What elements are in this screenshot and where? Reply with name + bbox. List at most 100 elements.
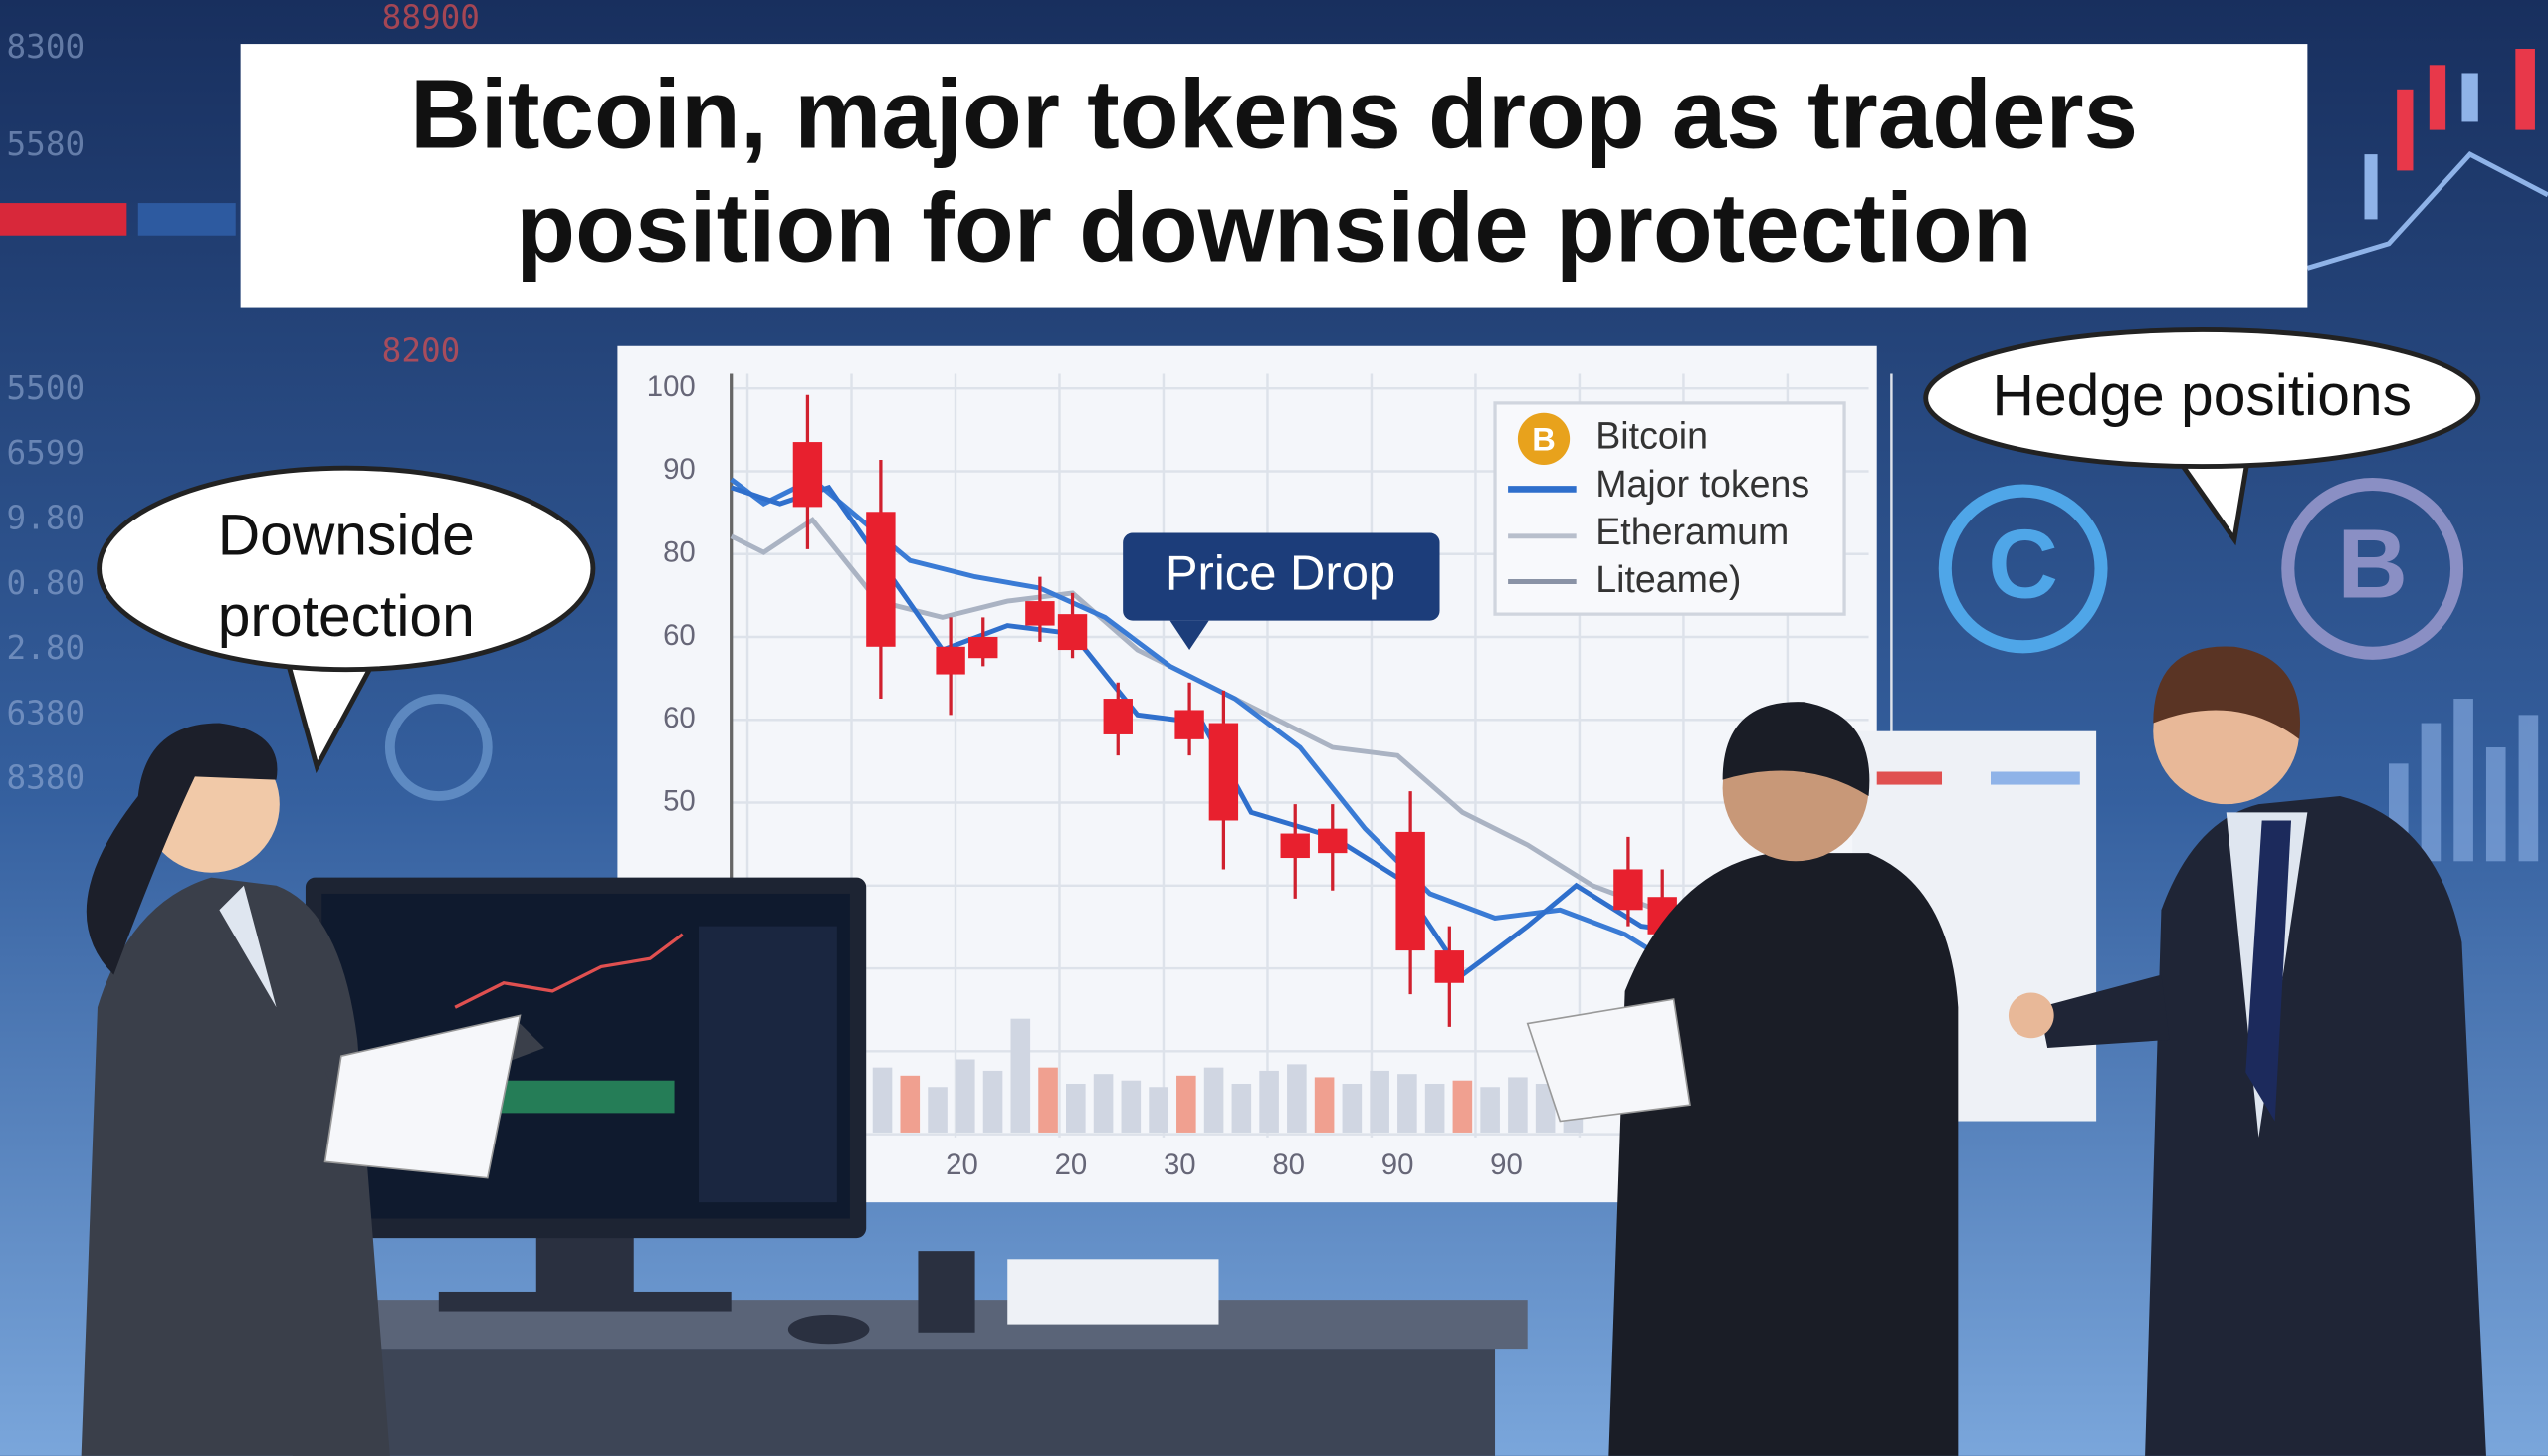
background-number: 8380 bbox=[7, 759, 86, 797]
x-tick-label: 90 bbox=[1490, 1148, 1523, 1181]
paper-stack bbox=[1007, 1259, 1219, 1325]
coin-symbol: C bbox=[1988, 510, 2058, 619]
candle-body bbox=[936, 646, 965, 675]
x-tick-label: 20 bbox=[1055, 1148, 1088, 1181]
callout-box bbox=[1123, 532, 1440, 621]
bubble-text: Downside bbox=[218, 504, 475, 568]
volume-bar bbox=[1370, 1070, 1389, 1133]
volume-bar bbox=[1259, 1070, 1279, 1133]
pen-cup bbox=[918, 1251, 975, 1333]
background-number: 6599 bbox=[7, 434, 86, 472]
deco-bar bbox=[0, 203, 127, 236]
paper bbox=[1526, 998, 1691, 1123]
deco-icon bbox=[384, 694, 493, 801]
volume-bar bbox=[928, 1087, 948, 1133]
screen-volume bbox=[487, 1080, 675, 1114]
hair bbox=[86, 723, 278, 975]
mouse bbox=[787, 1314, 870, 1345]
bubble-join bbox=[2177, 438, 2246, 462]
background-number: 2.80 bbox=[7, 629, 86, 667]
candle-body bbox=[1613, 869, 1643, 911]
candle-body bbox=[1208, 723, 1239, 821]
legend: Bitcoin Major tokens Etheramum Liteame) bbox=[1595, 415, 1809, 600]
coin-symbol: B bbox=[2337, 510, 2408, 619]
background-number: 6380 bbox=[7, 694, 86, 731]
sheet-line bbox=[1876, 771, 1943, 785]
deco-bar bbox=[137, 203, 236, 236]
headline-line: position for downside protection bbox=[516, 173, 2031, 283]
y-tick-label: 50 bbox=[663, 784, 696, 817]
speech-bubble bbox=[1923, 326, 2481, 470]
paper bbox=[323, 1014, 522, 1179]
y-tick-label: 60 bbox=[663, 619, 696, 652]
volume-bar bbox=[900, 1075, 921, 1133]
legend-label: Liteame) bbox=[1595, 558, 1741, 600]
volume-bar bbox=[1480, 1087, 1500, 1133]
candle-body bbox=[1280, 833, 1310, 859]
screen-line bbox=[454, 933, 684, 1009]
y-tick-label: 100 bbox=[647, 370, 696, 403]
legend-label: Etheramum bbox=[1595, 511, 1789, 552]
volume-bar bbox=[1203, 1067, 1224, 1133]
background-number: 9.80 bbox=[7, 499, 86, 536]
x-tick-label: 20 bbox=[946, 1148, 978, 1181]
volume-bar bbox=[1452, 1080, 1473, 1133]
person-body bbox=[1608, 853, 1959, 1456]
arm bbox=[2038, 974, 2170, 1049]
candle-body bbox=[866, 512, 896, 647]
monitor-base bbox=[438, 1291, 732, 1312]
blue-line bbox=[730, 476, 1692, 977]
volume-bar bbox=[982, 1070, 1003, 1133]
volume-bar bbox=[1287, 1064, 1307, 1133]
volume-bar bbox=[1010, 1018, 1031, 1133]
candles bbox=[792, 394, 1677, 1027]
monitor-stand bbox=[535, 1226, 634, 1301]
person-body bbox=[2145, 795, 2486, 1456]
hair bbox=[1722, 702, 1870, 796]
bubble-text: protection bbox=[218, 584, 475, 649]
background-number: 0.80 bbox=[7, 564, 86, 602]
candle-body bbox=[792, 442, 823, 508]
legend-label: Bitcoin bbox=[1595, 415, 1708, 457]
volume-bar bbox=[1397, 1074, 1417, 1133]
background-number: 88900 bbox=[382, 0, 480, 37]
volume-bar bbox=[1121, 1080, 1142, 1133]
y-tick-label: 60 bbox=[663, 702, 696, 734]
screen-table bbox=[699, 926, 837, 1203]
candle-body bbox=[1174, 710, 1204, 739]
candle-body bbox=[1103, 699, 1133, 734]
y-tick-label: 90 bbox=[663, 453, 696, 486]
headline-line: Bitcoin, major tokens drop as traders bbox=[410, 59, 2138, 168]
candle-body bbox=[1057, 614, 1088, 651]
volume-bar bbox=[1038, 1067, 1058, 1133]
tie bbox=[2245, 820, 2292, 1122]
background-number: 5500 bbox=[7, 369, 86, 407]
legend-label: Major tokens bbox=[1595, 463, 1809, 505]
x-tick-label: 30 bbox=[1164, 1148, 1196, 1181]
volume-bar bbox=[872, 1067, 893, 1133]
candle-body bbox=[1318, 828, 1348, 854]
bitcoin-icon bbox=[1517, 412, 1571, 465]
sheet-line bbox=[1990, 771, 2080, 785]
volume-bar bbox=[1176, 1075, 1196, 1133]
background-number: 5580 bbox=[7, 125, 86, 163]
candle-body bbox=[968, 636, 998, 659]
title-box bbox=[240, 44, 2308, 308]
person-body bbox=[81, 877, 390, 1456]
bubble-text: Hedge positions bbox=[1993, 363, 2412, 428]
speech-bubble bbox=[97, 465, 596, 673]
volume-bar bbox=[1508, 1077, 1528, 1133]
bitcoin-symbol: B bbox=[1532, 421, 1556, 458]
y-tick-label: 80 bbox=[663, 535, 696, 568]
volume-bar bbox=[1342, 1083, 1363, 1133]
volume-bar bbox=[1314, 1077, 1335, 1133]
y-tick-labels: 100 90 80 60 60 50 bbox=[647, 370, 696, 817]
volume-bar bbox=[1535, 1083, 1556, 1133]
hand bbox=[2008, 992, 2054, 1039]
volume-bar bbox=[1093, 1074, 1114, 1133]
coin-icon bbox=[2281, 477, 2464, 660]
volume-bars bbox=[844, 1018, 1584, 1133]
